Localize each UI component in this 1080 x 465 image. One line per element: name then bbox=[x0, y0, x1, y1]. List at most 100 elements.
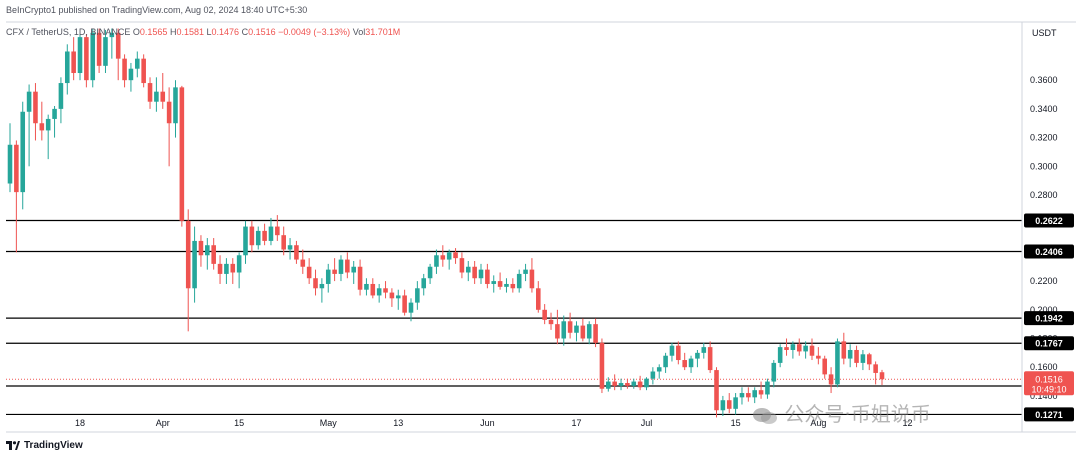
candle bbox=[637, 375, 643, 391]
candle-body bbox=[841, 341, 847, 359]
last-price-value: 0.1516 bbox=[1035, 374, 1063, 384]
candle bbox=[599, 338, 605, 394]
candle bbox=[491, 275, 497, 293]
x-tick-label: Aug bbox=[810, 418, 826, 428]
candle bbox=[574, 321, 579, 342]
candle-body bbox=[351, 266, 356, 273]
candle bbox=[746, 387, 751, 402]
candle bbox=[873, 361, 878, 385]
candle bbox=[90, 28, 96, 88]
candle-body bbox=[835, 341, 840, 385]
candle bbox=[383, 281, 388, 299]
wechat-watermark: 公众号·币姐说币 bbox=[752, 398, 931, 427]
candle bbox=[109, 28, 115, 59]
candle bbox=[230, 258, 236, 284]
candle-body bbox=[478, 269, 484, 279]
candle-body bbox=[39, 123, 45, 131]
candle bbox=[720, 395, 726, 416]
svg-text:0.1942: 0.1942 bbox=[1035, 314, 1063, 324]
candle-body bbox=[644, 378, 649, 388]
candle bbox=[262, 223, 267, 246]
candle-body bbox=[192, 240, 197, 289]
svg-text:0.2406: 0.2406 bbox=[1035, 247, 1063, 257]
candle-body bbox=[784, 347, 789, 350]
candle-body bbox=[166, 101, 172, 124]
candle bbox=[625, 378, 630, 389]
candle bbox=[777, 344, 783, 368]
candle-body bbox=[765, 381, 770, 395]
candle-body bbox=[790, 344, 796, 350]
candle-body bbox=[357, 266, 363, 290]
candle-body bbox=[370, 283, 376, 296]
tradingview-logo-icon bbox=[6, 441, 20, 450]
candle-body bbox=[421, 278, 427, 289]
candle bbox=[472, 261, 477, 284]
candle-body bbox=[440, 255, 446, 260]
candle bbox=[434, 249, 439, 274]
candle bbox=[752, 387, 757, 404]
candle-body bbox=[879, 372, 885, 380]
candle bbox=[835, 338, 840, 388]
candle bbox=[593, 318, 598, 348]
candle-body bbox=[364, 283, 369, 290]
x-tick-label: Apr bbox=[156, 418, 170, 428]
candle bbox=[268, 217, 274, 246]
candle bbox=[243, 220, 248, 264]
candle-body bbox=[179, 87, 185, 221]
candle-body bbox=[701, 347, 707, 353]
candle bbox=[771, 360, 777, 388]
candle-body bbox=[771, 362, 777, 382]
y-tick-label: 0.2200 bbox=[1030, 276, 1058, 286]
candle-body bbox=[64, 51, 70, 84]
tradingview-logo[interactable]: TradingView bbox=[6, 440, 83, 451]
candle-body bbox=[224, 263, 229, 274]
candle bbox=[465, 261, 471, 282]
high-value: 0.1581 bbox=[176, 27, 204, 37]
candle bbox=[618, 378, 624, 391]
candle-body bbox=[536, 288, 541, 310]
candle bbox=[707, 341, 713, 373]
candle bbox=[147, 77, 153, 109]
candle-body bbox=[809, 345, 815, 356]
candle-body bbox=[510, 283, 516, 289]
wechat-icon bbox=[752, 406, 778, 426]
candle bbox=[446, 249, 452, 270]
candle bbox=[166, 87, 172, 167]
candle-body bbox=[726, 400, 732, 409]
candle-body bbox=[866, 354, 872, 365]
volume-value: 31.701M bbox=[365, 27, 401, 37]
candle bbox=[497, 272, 503, 290]
candle-body bbox=[586, 324, 592, 339]
candle bbox=[510, 278, 516, 293]
candle bbox=[828, 367, 834, 394]
candle bbox=[45, 114, 51, 160]
candle-body bbox=[465, 266, 471, 273]
candle-body bbox=[141, 58, 146, 84]
candle bbox=[300, 249, 306, 274]
candle-body bbox=[345, 259, 350, 273]
candle-body bbox=[733, 397, 738, 409]
y-tick-label: 0.3200 bbox=[1030, 133, 1058, 143]
candle-body bbox=[115, 32, 121, 59]
candle-body bbox=[606, 381, 611, 389]
candle bbox=[726, 393, 732, 414]
candle bbox=[440, 245, 446, 267]
candle bbox=[580, 318, 586, 342]
candle bbox=[224, 258, 229, 284]
candle bbox=[249, 220, 255, 253]
candle bbox=[217, 255, 223, 284]
symbol-name[interactable]: CFX / TetherUS, 1D, BINANCE bbox=[6, 27, 131, 37]
candle bbox=[14, 140, 19, 253]
candle bbox=[26, 84, 32, 167]
candle-body bbox=[217, 263, 223, 274]
candle bbox=[205, 238, 210, 270]
candle-body bbox=[669, 345, 675, 356]
candle bbox=[236, 252, 242, 289]
candle bbox=[173, 80, 178, 138]
candle bbox=[701, 342, 707, 359]
y-tick-label: 0.2000 bbox=[1030, 305, 1058, 315]
candle bbox=[796, 338, 802, 356]
publisher-line: BeInCrypto1 published on TradingView.com… bbox=[6, 5, 308, 15]
